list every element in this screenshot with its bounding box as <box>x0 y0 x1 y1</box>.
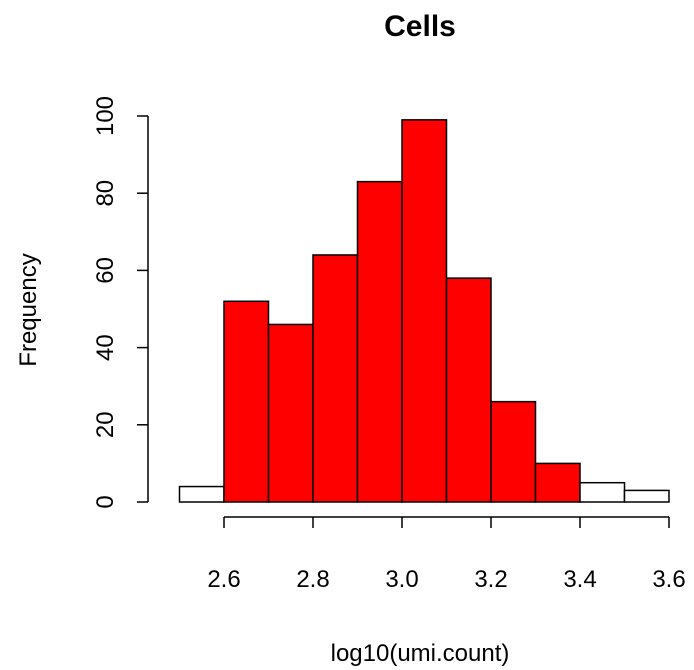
x-tick-label-1: 2.8 <box>296 566 329 593</box>
histogram-bar-2 <box>267 323 314 503</box>
histogram-bar-3 <box>312 254 359 503</box>
y-tick-label-2: 40 <box>92 334 119 361</box>
x-axis-label: log10(umi.count) <box>331 640 510 667</box>
histogram-bar-8 <box>534 462 581 503</box>
x-tick-label-5: 3.6 <box>652 566 685 593</box>
histogram-bar-5 <box>401 119 448 503</box>
x-tick-label-0: 2.6 <box>207 566 240 593</box>
histogram-bar-6 <box>445 277 492 503</box>
x-axis: 2.6 2.8 3.0 3.2 3.4 3.6 <box>207 516 686 593</box>
y-tick-label-0: 0 <box>92 495 119 508</box>
y-tick-label-4: 80 <box>92 180 119 207</box>
y-tick-label-1: 20 <box>92 411 119 438</box>
y-axis-label: Frequency <box>15 253 42 366</box>
y-tick-label-5: 100 <box>92 96 119 136</box>
y-tick-label-3: 60 <box>92 257 119 284</box>
histogram-bar-4 <box>356 180 403 503</box>
x-tick-label-3: 3.2 <box>474 566 507 593</box>
x-tick-label-4: 3.4 <box>563 566 596 593</box>
x-tick-label-2: 3.0 <box>385 566 418 593</box>
histogram-bar-10 <box>623 489 670 503</box>
histogram-bar-0 <box>178 485 225 503</box>
histogram-bar-1 <box>223 300 270 503</box>
histogram-bar-7 <box>490 400 537 503</box>
chart-title: Cells <box>384 10 456 43</box>
histogram-bar-9 <box>579 481 626 503</box>
y-axis: 0 20 40 60 80 100 <box>92 96 149 509</box>
bars-group <box>178 119 670 503</box>
